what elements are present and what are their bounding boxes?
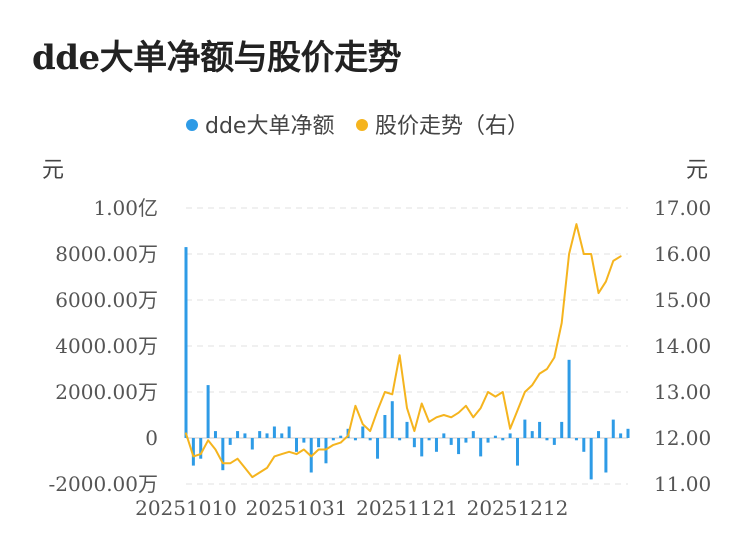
bar — [206, 385, 210, 438]
bar — [228, 438, 232, 445]
bar — [339, 435, 343, 438]
bar — [265, 433, 269, 438]
bar — [287, 426, 291, 438]
bar — [538, 421, 542, 438]
y-left-unit: 元 — [42, 158, 64, 183]
bar — [295, 438, 298, 452]
y-right-ticks: 17.00 16.00 15.00 14.00 13.00 12.00 11.00 — [654, 196, 711, 496]
y-left-tick-label: 1.00亿 — [93, 196, 158, 220]
bar — [516, 438, 519, 466]
bar — [626, 428, 630, 438]
bar — [449, 438, 453, 445]
legend-marker-1 — [356, 119, 368, 131]
y-right-tick-label: 11.00 — [654, 472, 711, 496]
bar — [427, 438, 431, 441]
bar — [493, 435, 497, 438]
x-tick-label: 20251010 — [135, 496, 237, 520]
y-left-tick-label: -2000.00万 — [49, 472, 158, 496]
y-right-tick-label: 14.00 — [654, 334, 711, 358]
bar — [597, 431, 601, 438]
bar — [589, 438, 593, 480]
x-tick-label: 20251031 — [246, 496, 348, 520]
bar — [582, 438, 586, 452]
y-left-tick-label: 4000.00万 — [55, 334, 158, 358]
bar — [464, 438, 468, 443]
bar — [457, 438, 461, 455]
bar — [302, 438, 306, 443]
bar — [317, 438, 321, 448]
bar — [199, 438, 203, 459]
bar — [471, 431, 475, 438]
bar — [272, 426, 276, 438]
y-left-ticks: 1.00亿 8000.00万 6000.00万 4000.00万 2000.00万 0 -2… — [49, 196, 158, 496]
bar — [420, 438, 424, 457]
bar — [552, 438, 556, 445]
y-left-tick-label: 8000.00万 — [55, 242, 158, 266]
legend: dde大单净额 股价走势（右） — [186, 114, 529, 139]
bar — [250, 438, 254, 450]
x-tick-label: 20251212 — [467, 496, 569, 520]
bar — [184, 247, 188, 438]
y-right-tick-label: 16.00 — [654, 242, 711, 266]
line-series — [185, 223, 622, 479]
bar — [383, 415, 387, 438]
bar — [560, 421, 564, 438]
chart-title: dde大单净额与股价走势 — [32, 38, 402, 78]
y-left-tick-label: 6000.00万 — [55, 288, 158, 312]
bar — [530, 431, 534, 438]
bar-series — [184, 247, 630, 480]
bar — [508, 433, 512, 438]
bar — [376, 438, 380, 459]
y-right-unit: 元 — [686, 158, 708, 183]
bar — [398, 438, 402, 441]
bar — [611, 419, 615, 438]
bar — [405, 421, 409, 438]
bar — [221, 438, 225, 471]
bar — [486, 438, 490, 443]
bar — [213, 431, 217, 438]
legend-marker-0 — [186, 119, 198, 131]
bar — [361, 426, 365, 438]
x-ticks: 20251010 20251031 20251121 20251212 — [135, 496, 568, 520]
y-right-tick-label: 13.00 — [654, 380, 711, 404]
bar — [604, 438, 608, 473]
y-right-tick-label: 15.00 — [654, 288, 711, 312]
bar — [479, 438, 483, 457]
y-right-tick-label: 17.00 — [654, 196, 711, 220]
y-right-tick-label: 12.00 — [654, 426, 711, 450]
bar — [258, 431, 262, 438]
x-tick-label: 20251121 — [356, 496, 458, 520]
bar — [324, 438, 328, 464]
bar — [412, 438, 416, 448]
bar — [243, 433, 247, 438]
bar — [280, 433, 284, 438]
bar — [442, 433, 446, 438]
bar — [236, 431, 240, 438]
price-line — [185, 223, 622, 479]
y-left-tick-label: 0 — [145, 426, 158, 450]
bar — [574, 438, 578, 441]
bar — [331, 438, 335, 441]
bar — [567, 359, 571, 438]
bar — [523, 419, 527, 438]
bar — [191, 438, 195, 466]
bar — [619, 433, 623, 438]
legend-label-1[interactable]: 股价走势（右） — [375, 114, 529, 139]
y-left-tick-label: 2000.00万 — [55, 380, 158, 404]
bar — [434, 438, 438, 452]
bar — [545, 438, 549, 441]
bar — [353, 438, 357, 441]
bar — [390, 401, 394, 438]
bar — [501, 438, 505, 441]
bar — [368, 438, 372, 441]
legend-label-0[interactable]: dde大单净额 — [205, 114, 334, 139]
